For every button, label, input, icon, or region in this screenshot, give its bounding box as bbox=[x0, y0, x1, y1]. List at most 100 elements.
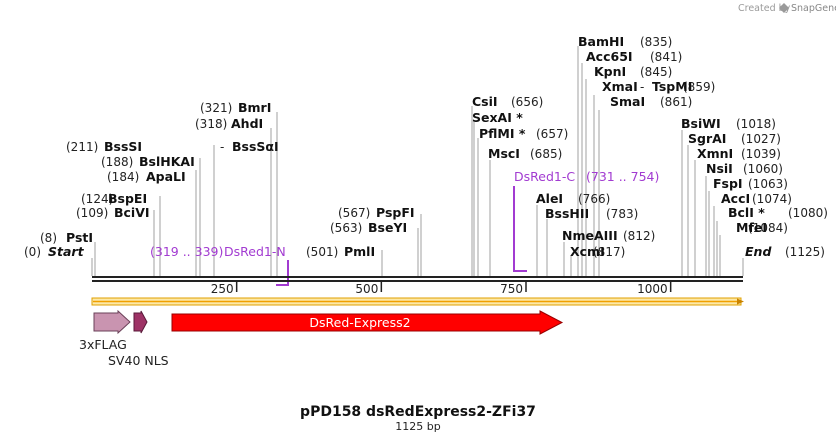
feature-3xflag-arrow bbox=[93, 309, 131, 335]
feature-3xflag[interactable]: 3xFLAG bbox=[79, 309, 131, 352]
site-mfei-position: (1084) bbox=[748, 221, 788, 235]
credit-brand: SnapGene bbox=[791, 3, 836, 14]
feature-dsred-express2-arrow bbox=[171, 310, 564, 335]
feature-dsred-express2-label: DsRed-Express2 bbox=[309, 315, 410, 330]
site-bamhi[interactable]: (835) BamHI bbox=[578, 34, 672, 49]
site-smai[interactable]: (861) SmaI bbox=[610, 94, 692, 109]
site-bseyi-position: (563) bbox=[330, 221, 362, 235]
site-bsssi-separator: - bbox=[220, 140, 224, 154]
site-bmri[interactable]: (321) BmrI bbox=[200, 100, 271, 115]
site-xcmi-position: (817) bbox=[593, 245, 625, 259]
site-fspi-name: FspI bbox=[713, 176, 743, 191]
site-bspei[interactable]: (124)BspEI bbox=[81, 191, 147, 206]
site-nmeaiii-name: NmeAIII bbox=[562, 228, 618, 243]
site-nmeaiii[interactable]: (812) NmeAIII bbox=[562, 228, 655, 243]
site-nsii[interactable]: (1060) NsiI bbox=[706, 161, 783, 176]
site-xmai[interactable]: (859) XmaI - TspMI bbox=[602, 79, 715, 94]
tick-label-500: 500 bbox=[355, 282, 378, 296]
site-bmri-position: (321) bbox=[200, 101, 232, 115]
map-length: 1125 bp bbox=[395, 420, 440, 433]
primer-dsred1-n-range: (319 .. 339) bbox=[150, 244, 223, 259]
site-ahdi-name: AhdI bbox=[231, 116, 263, 131]
site-xmni-position: (1039) bbox=[741, 147, 781, 161]
site-bmri-name: BmrI bbox=[238, 100, 271, 115]
site-csii[interactable]: (656) CsiI bbox=[472, 94, 543, 109]
site-csii-position: (656) bbox=[511, 95, 543, 109]
site-bsiwi-position: (1018) bbox=[736, 117, 776, 131]
site-bsssi-position: (211) bbox=[66, 140, 98, 154]
site-msci[interactable]: (685) MscI bbox=[488, 146, 562, 161]
site-ahdi-position: (318) bbox=[195, 117, 227, 131]
site-alei[interactable]: (766) AleI bbox=[536, 191, 610, 206]
site-pspfi[interactable]: (567) PspFI bbox=[338, 205, 415, 220]
site-bseyi[interactable]: (563) BseYI bbox=[330, 220, 407, 235]
site-mfei[interactable]: (1084)MfeI bbox=[736, 220, 788, 235]
site-bsiwi[interactable]: (1018) BsiWI bbox=[681, 116, 776, 131]
site-psti[interactable]: (8) PstI bbox=[40, 230, 93, 245]
site-bsssi[interactable]: (211) BssSI - BssSαI bbox=[66, 139, 279, 154]
site-msci-position: (685) bbox=[530, 147, 562, 161]
site-ahdi[interactable]: (318) AhdI bbox=[195, 116, 263, 131]
site-bsiwi-name: BsiWI bbox=[681, 116, 721, 131]
site-fspi-position: (1063) bbox=[748, 177, 788, 191]
site-bsshii-position: (783) bbox=[606, 207, 638, 221]
tick-label-250: 250 bbox=[211, 282, 234, 296]
site-sexai[interactable]: SexAI * bbox=[472, 110, 523, 125]
restriction-site-labels: (8) PstI (109) BciVI(124)BspEI (184) ApaLI(18… bbox=[40, 34, 828, 259]
site-apali-name: ApaLI bbox=[146, 169, 186, 184]
site-sgrai[interactable]: (1027) SgrAI bbox=[688, 131, 781, 146]
site-bslhkai[interactable]: (188) BslHKAI bbox=[101, 154, 195, 169]
orf-arrow-icon bbox=[737, 298, 744, 305]
site-bsssi-name: BssSI bbox=[104, 139, 142, 154]
site-acc65i-name: Acc65I bbox=[586, 49, 633, 64]
site-bcli[interactable]: (1080) BclI * bbox=[728, 205, 828, 220]
primer-dsred1-n[interactable]: (319 .. 339) DsRed1-N bbox=[150, 244, 289, 286]
site-bsshii[interactable]: (783) BssHII bbox=[545, 206, 638, 221]
site-acci-position: (1074) bbox=[752, 192, 792, 206]
site-sgrai-name: SgrAI bbox=[688, 131, 726, 146]
site-kpni-name: KpnI bbox=[594, 64, 626, 79]
site-pmli[interactable]: (501) PmlI bbox=[306, 244, 375, 259]
site-bcivi-name: BciVI bbox=[114, 205, 150, 220]
site-apali[interactable]: (184) ApaLI bbox=[107, 169, 186, 184]
site-bspei-name: BspEI bbox=[108, 191, 147, 206]
site-pflmi[interactable]: (657) PflMI * bbox=[479, 126, 568, 141]
site-bamhi-name: BamHI bbox=[578, 34, 624, 49]
site-sgrai-position: (1027) bbox=[741, 132, 781, 146]
site-kpni[interactable]: (845) KpnI bbox=[594, 64, 672, 79]
site-nsii-position: (1060) bbox=[743, 162, 783, 176]
site-psti-position: (8) bbox=[40, 231, 57, 245]
site-connectors bbox=[91, 46, 744, 276]
site-xmai-position: (859) bbox=[683, 80, 715, 94]
feature-dsred-express2[interactable]: DsRed-Express2 bbox=[171, 310, 564, 335]
site-apali-position: (184) bbox=[107, 170, 139, 184]
site-xcmi[interactable]: (817)XcmI bbox=[570, 244, 625, 259]
site-xcmi-name: XcmI bbox=[570, 244, 605, 259]
primer-dsred1-c[interactable]: DsRed1-C (731 .. 754) bbox=[513, 169, 659, 272]
snapgene-logo-icon bbox=[779, 3, 789, 13]
site-fspi[interactable]: (1063) FspI bbox=[713, 176, 788, 191]
end-position: (1125) bbox=[785, 245, 825, 259]
feature-sv40-nls[interactable]: SV40 NLS bbox=[108, 310, 169, 368]
site-nmeaiii-position: (812) bbox=[623, 229, 655, 243]
feature-sv40-nls-label: SV40 NLS bbox=[108, 353, 169, 368]
map-title: pPD158 dsRedExpress2-ZFi37 bbox=[300, 404, 536, 420]
site-xmni[interactable]: (1039) XmnI bbox=[697, 146, 781, 161]
site-acc65i-position: (841) bbox=[650, 50, 682, 64]
start-label: Start bbox=[48, 244, 85, 259]
site-acci[interactable]: (1074)AccI bbox=[721, 191, 792, 206]
site-sexai-name: SexAI * bbox=[472, 110, 523, 125]
sequence-backbone bbox=[92, 276, 743, 282]
site-pspfi-position: (567) bbox=[338, 206, 370, 220]
primer-dsred1-c-arrow bbox=[513, 186, 527, 272]
site-pmli-position: (501) bbox=[306, 245, 338, 259]
tick-label-750: 750 bbox=[500, 282, 523, 296]
site-smai-position: (861) bbox=[660, 95, 692, 109]
site-csii-name: CsiI bbox=[472, 94, 498, 109]
site-xmai-name: XmaI bbox=[602, 79, 638, 94]
site-bcivi[interactable]: (109) BciVI bbox=[76, 205, 150, 220]
site-bcivi-position: (109) bbox=[76, 206, 108, 220]
tick-label-1000: 1000 bbox=[637, 282, 668, 296]
site-acc65i[interactable]: (841) Acc65I bbox=[586, 49, 682, 64]
